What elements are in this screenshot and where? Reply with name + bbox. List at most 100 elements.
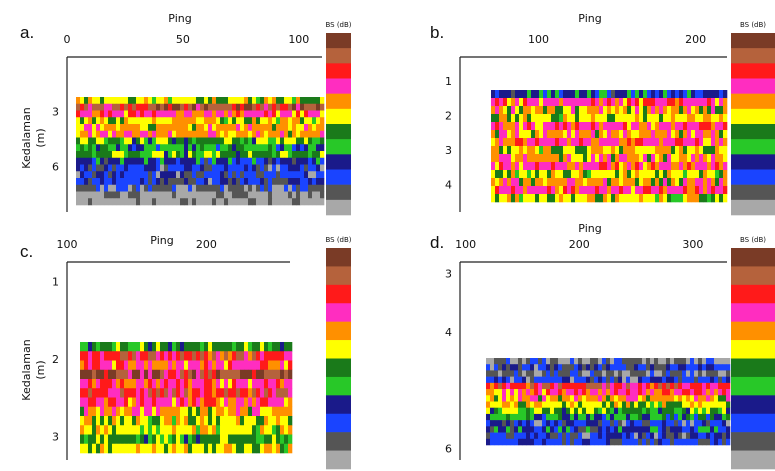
heatmap-cell	[248, 351, 253, 361]
heatmap-cell	[132, 397, 137, 408]
heatmap-cell	[240, 191, 245, 199]
heatmap-cell	[284, 97, 289, 105]
heatmap-cell	[535, 106, 540, 115]
heatmap-cell	[160, 144, 165, 152]
heatmap-cell	[240, 443, 245, 454]
heatmap-cell	[651, 98, 656, 107]
heatmap-cell	[132, 144, 137, 152]
heatmap-cell	[619, 106, 624, 115]
heatmap-cell	[152, 124, 157, 132]
heatmap-cell	[156, 406, 161, 417]
heatmap-cell	[80, 406, 85, 417]
heatmap-cell	[268, 360, 273, 371]
heatmap-cell	[140, 198, 145, 206]
heatmap-cell	[502, 438, 507, 446]
heatmap-cell	[172, 130, 177, 138]
heatmap-cell	[96, 184, 101, 192]
heatmap-cell	[606, 364, 611, 371]
heatmap-cell	[216, 151, 221, 159]
heatmap-cell	[292, 117, 297, 125]
heatmap-cell	[695, 106, 700, 115]
heatmap-cell	[288, 397, 293, 408]
heatmap-cell	[655, 178, 660, 187]
heatmap-cell	[567, 106, 572, 115]
heatmap-cell	[511, 138, 516, 147]
heatmap-cell	[192, 137, 197, 145]
heatmap-cell	[667, 194, 672, 203]
heatmap-cell	[595, 162, 600, 171]
heatmap-cell	[260, 425, 265, 435]
heatmap-cell	[252, 110, 257, 118]
heatmap-cell	[168, 351, 173, 361]
heatmap-cell	[232, 130, 237, 138]
heatmap-cell	[208, 137, 213, 145]
heatmap-cell	[686, 407, 691, 415]
heatmap-cell	[164, 184, 169, 192]
heatmap-cell	[256, 184, 261, 192]
heatmap-cell	[300, 137, 305, 145]
heatmap-cell	[642, 401, 647, 409]
heatmap-cell	[643, 106, 648, 115]
y-axis-label: (m)	[34, 128, 47, 147]
heatmap-cell	[236, 360, 241, 371]
heatmap-cell	[96, 191, 101, 199]
heatmap-cell	[639, 146, 644, 155]
heatmap-cell	[92, 171, 97, 179]
heatmap-cell	[80, 144, 85, 152]
heatmap-cell	[140, 97, 145, 105]
heatmap-cell	[180, 144, 185, 152]
heatmap-cell	[256, 379, 261, 389]
heatmap-cell	[180, 110, 185, 118]
heatmap-cell	[530, 395, 535, 402]
heatmap-cell	[686, 432, 691, 440]
heatmap-cell	[84, 360, 89, 371]
heatmap-cell	[260, 388, 265, 398]
heatmap-cell	[288, 151, 293, 159]
heatmap-cell	[120, 137, 125, 145]
heatmap-cell	[224, 397, 229, 408]
heatmap-cell	[252, 117, 257, 125]
heatmap-cell	[590, 389, 595, 396]
heatmap-cell	[108, 434, 113, 445]
heatmap-cell	[671, 170, 676, 179]
heatmap-cell	[120, 184, 125, 192]
heatmap-cell	[304, 110, 309, 118]
heatmap-cell	[635, 146, 640, 155]
heatmap-cell	[546, 432, 551, 440]
heatmap-cell	[614, 364, 619, 371]
heatmap-cell	[100, 388, 105, 398]
heatmap-cell	[136, 397, 141, 408]
heatmap-cell	[264, 110, 269, 118]
heatmap-cell	[706, 382, 711, 390]
heatmap-cell	[518, 413, 523, 421]
colorbar-swatch	[731, 284, 775, 304]
heatmap-cell	[647, 138, 652, 147]
heatmap-cell	[248, 360, 253, 371]
heatmap-cell	[634, 413, 639, 421]
heatmap-cell	[718, 420, 723, 427]
heatmap-cell	[703, 162, 708, 171]
heatmap-cell	[638, 376, 643, 384]
heatmap-cell	[583, 98, 588, 107]
heatmap-cell	[164, 97, 169, 105]
heatmap-cell	[264, 191, 269, 199]
heatmap-cell	[618, 395, 623, 402]
heatmap-cell	[682, 432, 687, 440]
heatmap-cell	[192, 117, 197, 125]
heatmap-cell	[539, 186, 544, 195]
heatmap-cell	[503, 186, 508, 195]
heatmap-cell	[594, 395, 599, 402]
heatmap-cell	[651, 122, 656, 131]
colorbar-swatch	[326, 63, 351, 79]
heatmap-cell	[599, 178, 604, 187]
heatmap-cell	[92, 137, 97, 145]
heatmap-cell	[615, 162, 620, 171]
heatmap-cell	[168, 388, 173, 398]
heatmap-cell	[120, 117, 125, 125]
heatmap-cell	[615, 154, 620, 163]
heatmap-cell	[551, 138, 556, 147]
heatmap-cell	[144, 425, 149, 435]
heatmap-cell	[84, 369, 89, 380]
heatmap-cell	[503, 138, 508, 147]
heatmap-cell	[144, 434, 149, 445]
